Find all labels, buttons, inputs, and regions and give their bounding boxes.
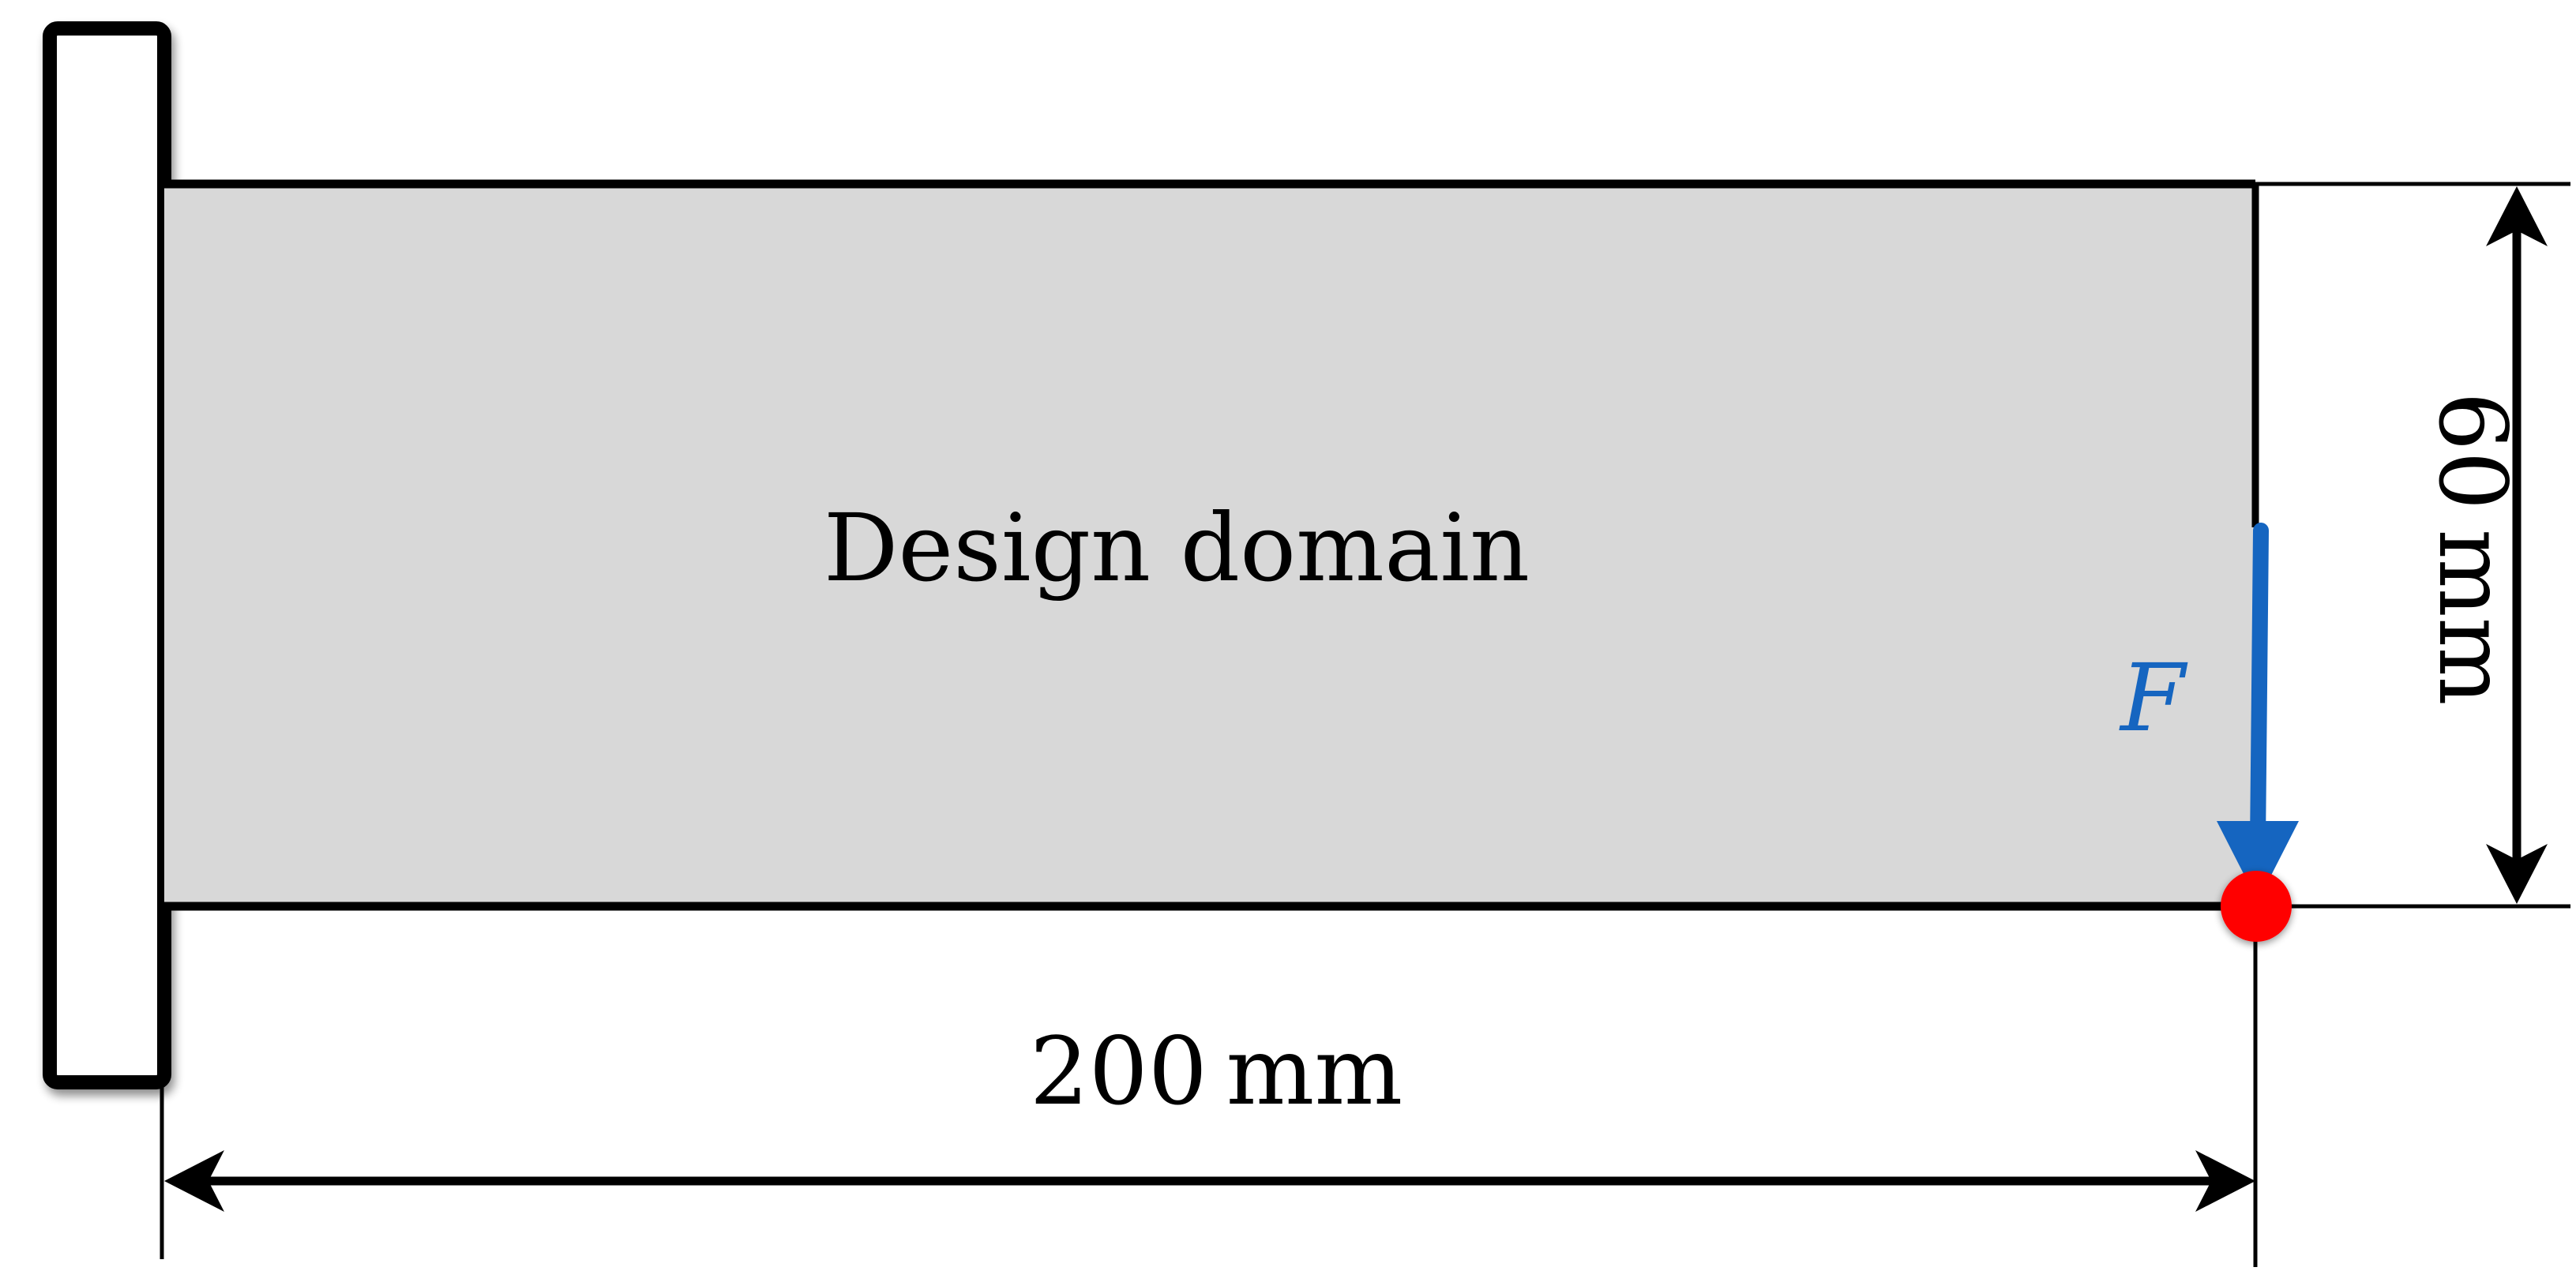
height-dimension-label: 60 mm (2418, 392, 2527, 706)
height-dimension-arrow-icon (2486, 186, 2548, 904)
width-dimension-label: 200 mm (1030, 1017, 1403, 1126)
force-arrow-icon (2217, 523, 2299, 902)
design-domain-label: Design domain (824, 493, 1530, 602)
width-dimension-arrow-icon (164, 1150, 2255, 1212)
design-domain-rectangle (164, 184, 2255, 906)
load-point-icon (2221, 871, 2292, 942)
fixed-wall-support-icon (43, 21, 171, 1089)
force-label: F (2119, 643, 2188, 752)
